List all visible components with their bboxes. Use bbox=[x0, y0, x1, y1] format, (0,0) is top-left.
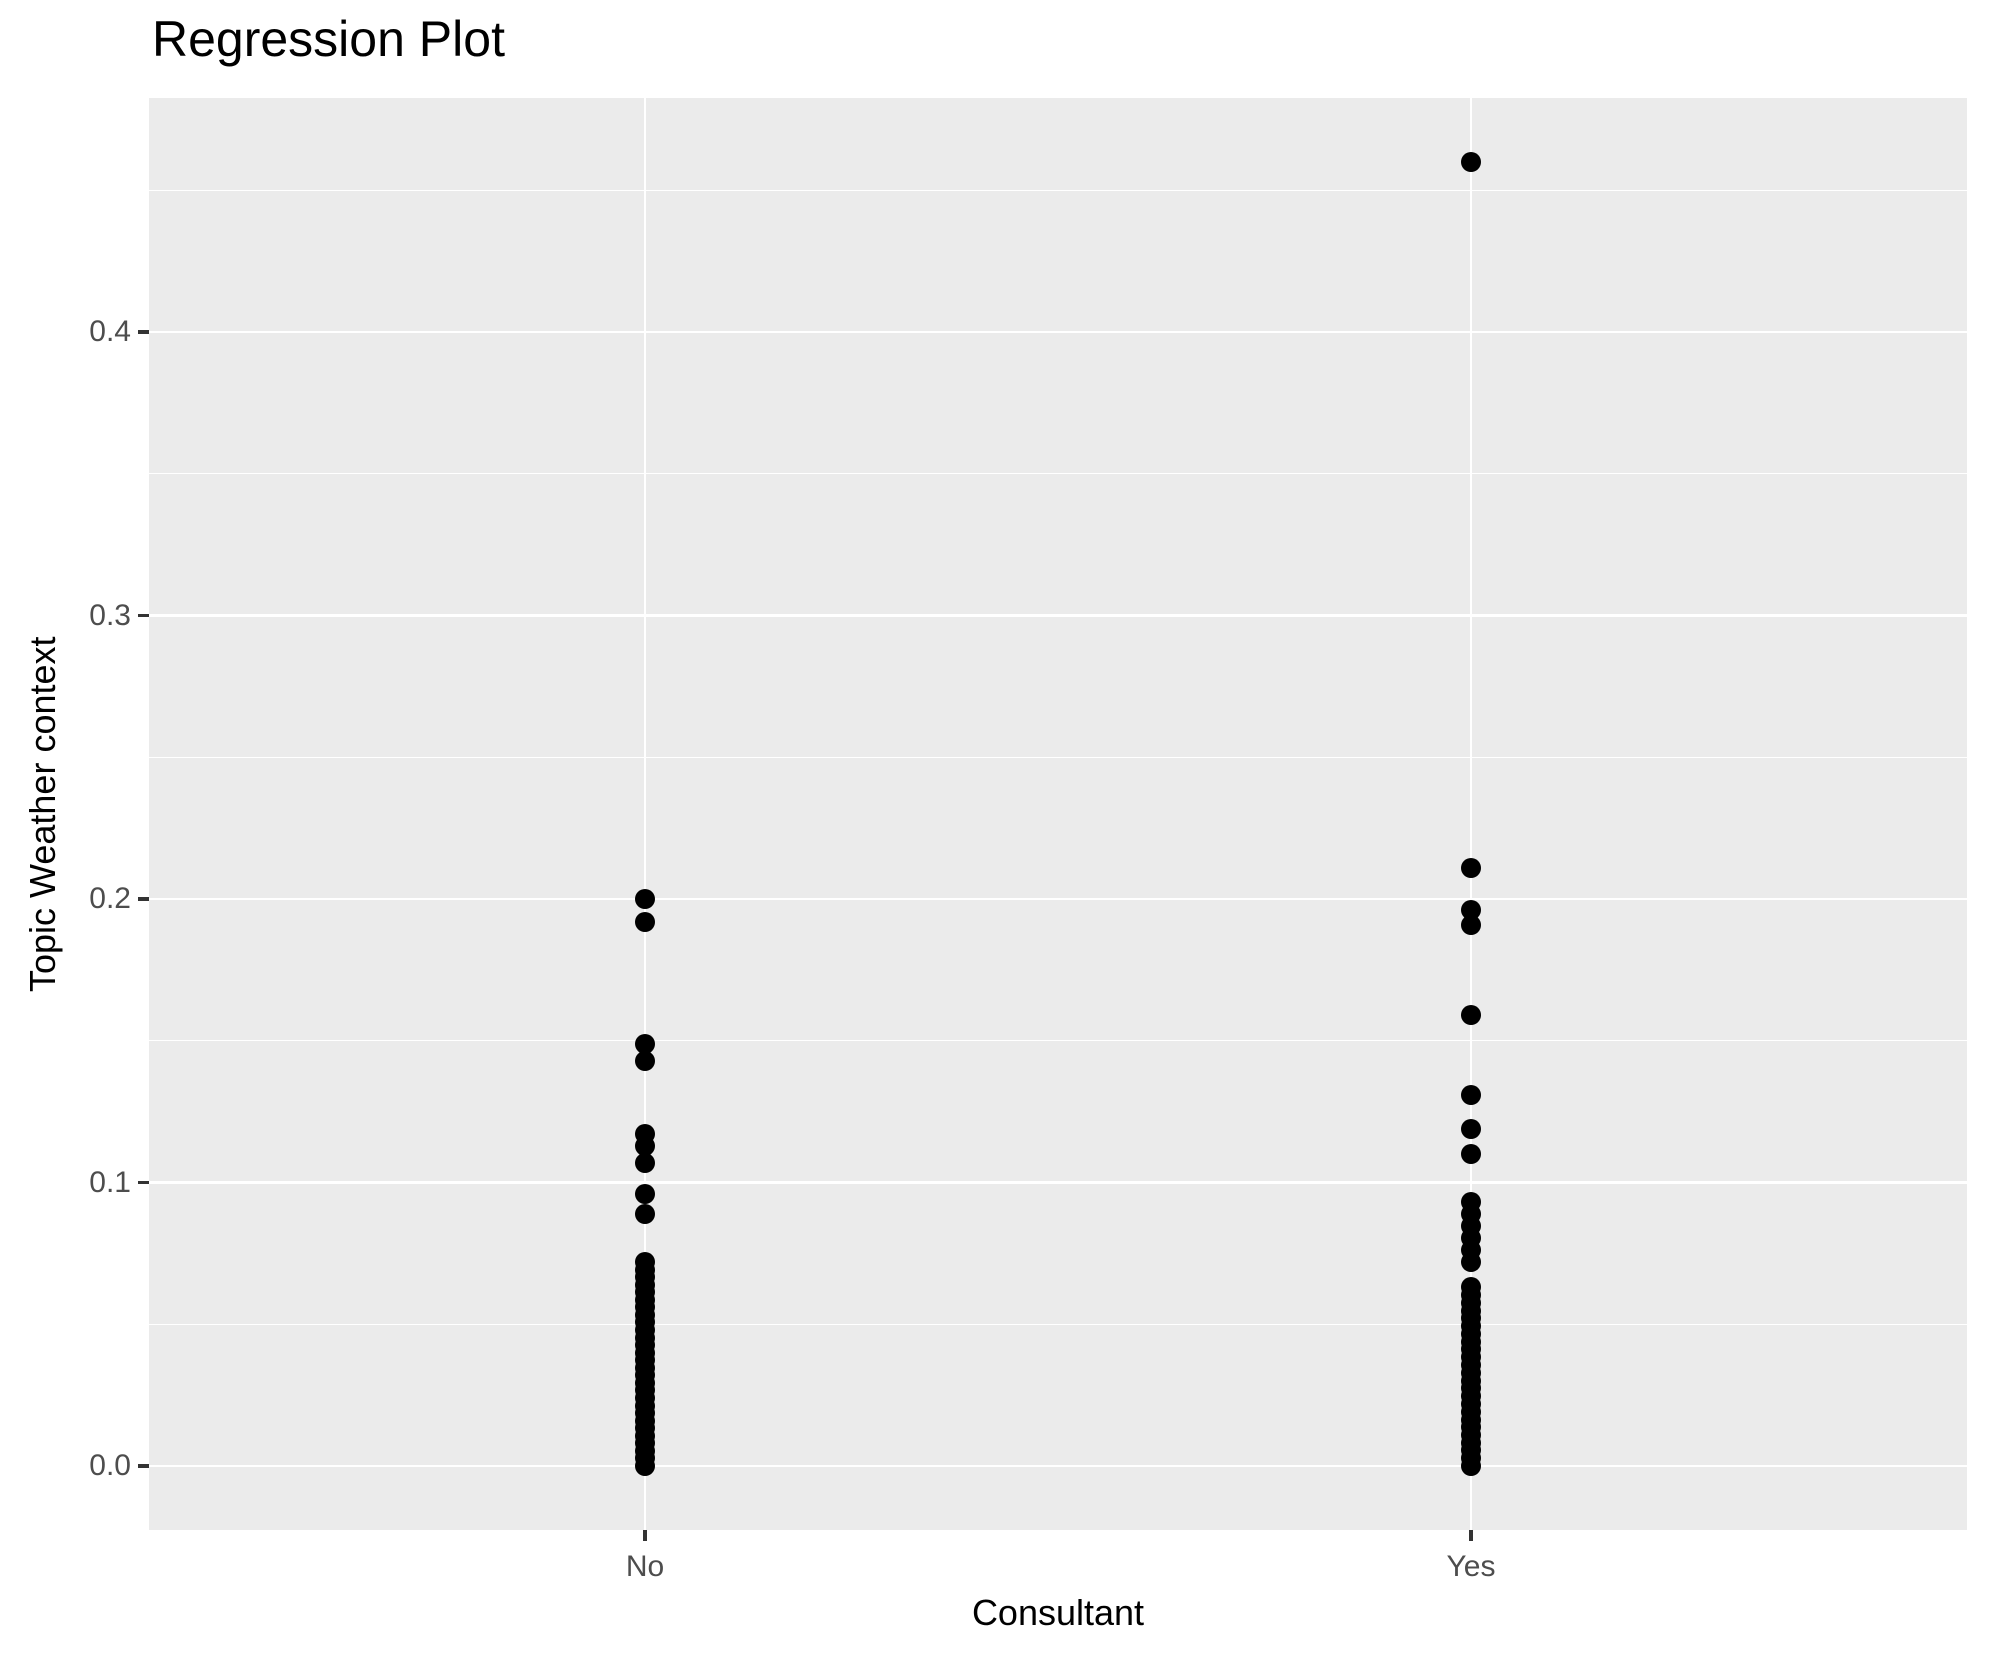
y-minor-gridline bbox=[149, 1040, 1967, 1042]
data-point bbox=[635, 1050, 655, 1071]
y-tick-label: 0.2 bbox=[89, 882, 131, 915]
y-tick-mark bbox=[138, 613, 149, 618]
data-point bbox=[1461, 1144, 1481, 1165]
x-tick-mark bbox=[1469, 1530, 1473, 1541]
data-point bbox=[1461, 151, 1481, 172]
y-minor-gridline bbox=[149, 473, 1967, 475]
data-point bbox=[1461, 1251, 1481, 1272]
y-tick-label: 0.1 bbox=[89, 1165, 131, 1199]
x-major-gridline bbox=[643, 98, 647, 1530]
plot-panel bbox=[149, 98, 1967, 1530]
y-minor-gridline bbox=[149, 189, 1967, 191]
y-major-gridline bbox=[149, 330, 1967, 334]
y-major-gridline bbox=[149, 897, 1967, 901]
data-point bbox=[635, 911, 655, 932]
data-point bbox=[1461, 914, 1481, 935]
x-major-gridline bbox=[1469, 98, 1473, 1530]
data-point bbox=[635, 1033, 655, 1054]
y-tick-label: 0.0 bbox=[89, 1449, 131, 1482]
y-minor-gridline bbox=[149, 756, 1967, 758]
x-tick-label: Yes bbox=[1446, 1550, 1496, 1583]
data-point bbox=[1461, 1456, 1481, 1476]
y-minor-gridline bbox=[149, 1323, 1967, 1325]
y-tick-label: 0.3 bbox=[89, 598, 131, 632]
data-point bbox=[635, 889, 655, 909]
y-tick-mark bbox=[138, 1180, 149, 1185]
y-axis-title: Topic Weather context bbox=[22, 636, 63, 992]
x-tick-mark bbox=[643, 1530, 647, 1541]
y-major-gridline bbox=[149, 1464, 1967, 1468]
x-axis-title: Consultant bbox=[971, 1592, 1145, 1633]
data-point bbox=[1461, 1005, 1481, 1026]
data-point bbox=[635, 1456, 655, 1476]
data-point bbox=[635, 1135, 655, 1156]
y-tick-label: 0.4 bbox=[89, 315, 131, 348]
data-point bbox=[635, 1152, 655, 1173]
y-tick-mark bbox=[138, 330, 149, 334]
x-tick-label: No bbox=[625, 1550, 665, 1583]
data-point bbox=[1461, 1118, 1481, 1139]
y-tick-mark bbox=[138, 897, 149, 901]
chart-title: Regression Plot bbox=[152, 11, 505, 67]
y-tick-mark bbox=[138, 1464, 149, 1468]
data-point bbox=[635, 1183, 655, 1204]
data-point bbox=[635, 1203, 655, 1224]
y-major-gridline bbox=[149, 1181, 1967, 1184]
data-point bbox=[1461, 857, 1481, 878]
data-point bbox=[1461, 1084, 1481, 1105]
y-major-gridline bbox=[149, 614, 1967, 617]
